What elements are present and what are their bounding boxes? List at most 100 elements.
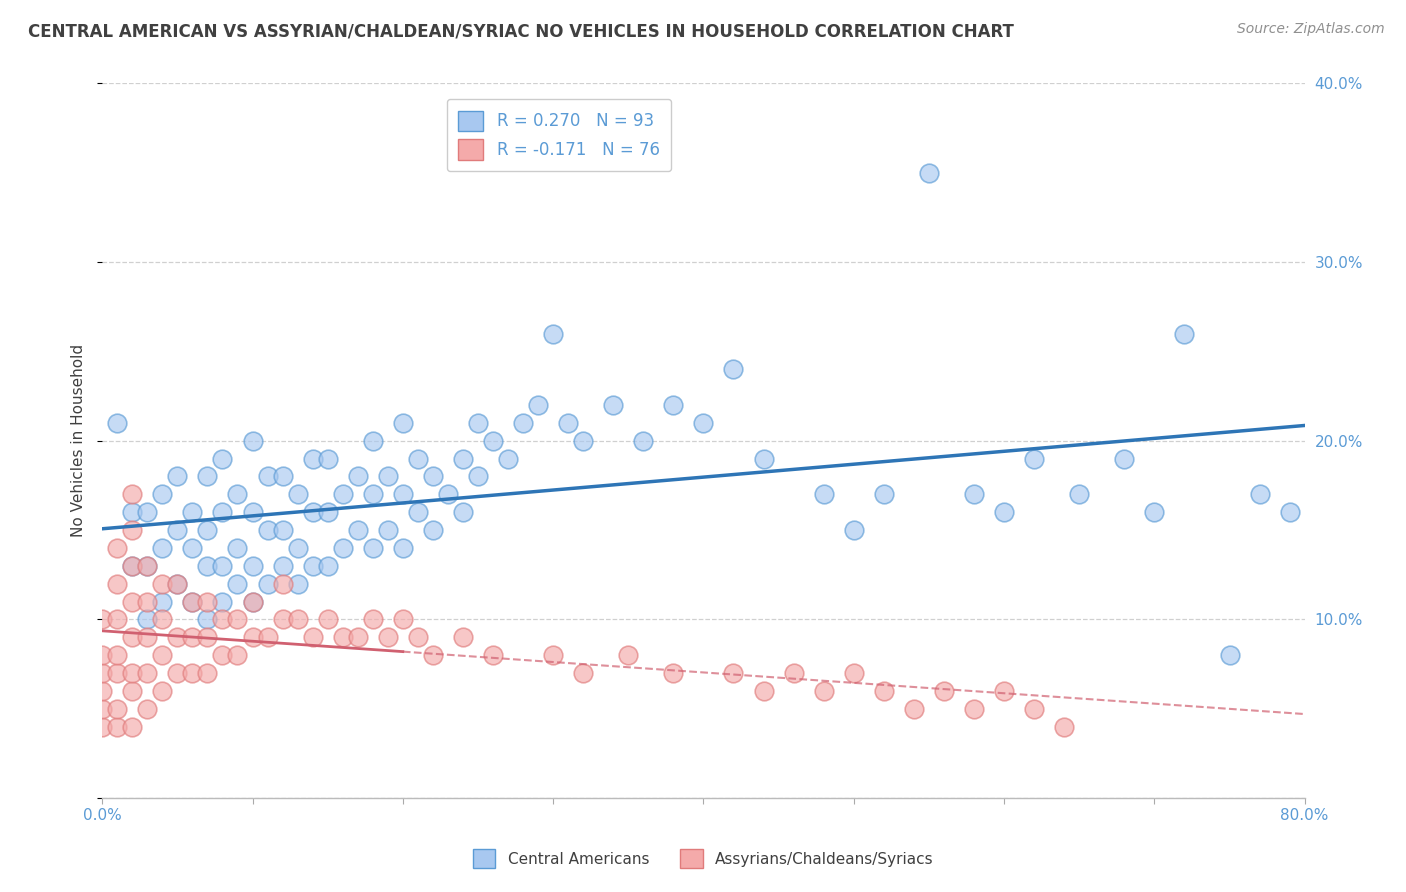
Point (1022, 702, 1045, 716)
Point (557, 416, 579, 430)
Point (422, 648, 444, 662)
Point (166, 630, 188, 644)
Point (437, 487, 460, 501)
Point (150, 684, 173, 698)
Legend: Central Americans, Assyrians/Chaldeans/Syriacs: Central Americans, Assyrians/Chaldeans/S… (465, 841, 941, 875)
Point (121, 505, 143, 519)
Point (301, 505, 323, 519)
Point (301, 558, 323, 573)
Point (242, 594, 264, 608)
Point (287, 612, 309, 626)
Point (181, 594, 204, 608)
Point (91, 684, 114, 698)
Point (105, 702, 128, 716)
Point (482, 434, 505, 448)
Point (105, 720, 128, 734)
Point (150, 648, 173, 662)
Point (211, 648, 233, 662)
Point (91, 612, 114, 626)
Point (422, 523, 444, 537)
Point (541, 648, 564, 662)
Text: Source: ZipAtlas.com: Source: ZipAtlas.com (1237, 22, 1385, 37)
Point (91, 665, 114, 680)
Point (226, 648, 249, 662)
Point (692, 416, 714, 430)
Point (572, 665, 595, 680)
Point (377, 523, 399, 537)
Y-axis label: No Vehicles in Household: No Vehicles in Household (72, 344, 86, 537)
Point (1278, 505, 1301, 519)
Point (332, 541, 354, 555)
Point (346, 469, 368, 483)
Point (105, 416, 128, 430)
Point (963, 487, 986, 501)
Point (121, 684, 143, 698)
Point (541, 326, 564, 341)
Point (181, 665, 204, 680)
Point (136, 612, 159, 626)
Point (932, 684, 955, 698)
Point (723, 362, 745, 376)
Point (512, 416, 534, 430)
Point (105, 612, 128, 626)
Point (166, 576, 188, 591)
Point (136, 558, 159, 573)
Point (301, 451, 323, 466)
Point (316, 612, 339, 626)
Point (121, 665, 143, 680)
Point (121, 487, 143, 501)
Point (136, 665, 159, 680)
Point (572, 434, 595, 448)
Point (226, 576, 249, 591)
Point (1249, 487, 1271, 501)
Point (873, 487, 896, 501)
Point (406, 451, 429, 466)
Point (197, 665, 219, 680)
Point (377, 630, 399, 644)
Point (406, 505, 429, 519)
Point (211, 505, 233, 519)
Point (136, 558, 159, 573)
Point (121, 594, 143, 608)
Point (91, 648, 114, 662)
Point (121, 630, 143, 644)
Point (842, 665, 865, 680)
Point (1053, 720, 1076, 734)
Point (136, 594, 159, 608)
Point (602, 398, 624, 412)
Point (256, 469, 278, 483)
Point (166, 665, 188, 680)
Point (918, 166, 941, 180)
Point (242, 558, 264, 573)
Point (752, 451, 775, 466)
Point (197, 594, 219, 608)
Point (813, 684, 835, 698)
Point (226, 541, 249, 555)
Legend: R = 0.270   N = 93, R = -0.171   N = 76: R = 0.270 N = 93, R = -0.171 N = 76 (447, 99, 672, 171)
Point (242, 434, 264, 448)
Point (211, 558, 233, 573)
Point (242, 594, 264, 608)
Point (105, 648, 128, 662)
Point (662, 665, 685, 680)
Point (271, 558, 294, 573)
Point (527, 398, 550, 412)
Point (181, 594, 204, 608)
Point (121, 720, 143, 734)
Point (1114, 451, 1136, 466)
Point (271, 576, 294, 591)
Point (361, 434, 384, 448)
Point (136, 505, 159, 519)
Point (166, 576, 188, 591)
Point (873, 684, 896, 698)
Point (197, 630, 219, 644)
Point (752, 684, 775, 698)
Point (181, 541, 204, 555)
Point (1143, 505, 1166, 519)
Point (91, 702, 114, 716)
Point (181, 505, 204, 519)
Point (150, 541, 173, 555)
Point (451, 451, 474, 466)
Point (166, 469, 188, 483)
Text: CENTRAL AMERICAN VS ASSYRIAN/CHALDEAN/SYRIAC NO VEHICLES IN HOUSEHOLD CORRELATIO: CENTRAL AMERICAN VS ASSYRIAN/CHALDEAN/SY… (28, 22, 1014, 40)
